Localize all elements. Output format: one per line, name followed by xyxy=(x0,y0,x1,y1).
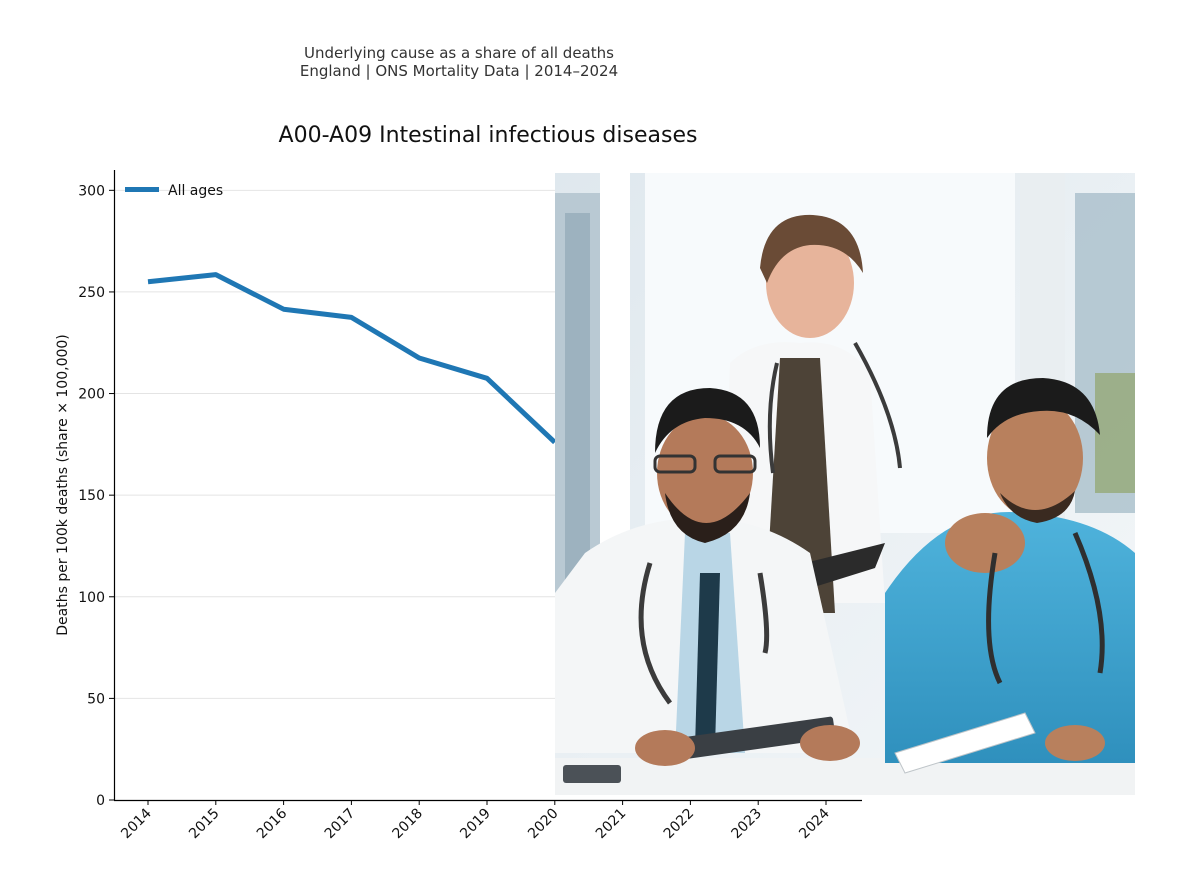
chart-title: A00-A09 Intestinal infectious diseases xyxy=(279,123,698,148)
x-tick-label-2015: 2015 xyxy=(186,806,223,843)
legend: All ages xyxy=(125,183,223,199)
x-tick-label-2023: 2023 xyxy=(729,806,766,843)
series-line-all-ages xyxy=(147,272,557,445)
legend-label-all-ages: All ages xyxy=(168,183,223,199)
x-tick-label-2021: 2021 xyxy=(593,806,630,843)
x-tick-label-2018: 2018 xyxy=(390,806,427,843)
x-tick-label-2016: 2016 xyxy=(254,805,291,842)
doctors-photo-illustration xyxy=(555,173,1135,795)
y-axis-label: Deaths per 100k deaths (share × 100,000) xyxy=(55,334,71,636)
y-tick-label-100: 100 xyxy=(78,590,105,606)
y-tick-label-200: 200 xyxy=(78,387,105,403)
x-tick-label-2024: 2024 xyxy=(796,805,833,842)
chart-suptitle-line-2: England | ONS Mortality Data | 2014–2024 xyxy=(300,62,618,80)
x-tick-label-2020: 2020 xyxy=(525,806,562,843)
x-tick-label-2014: 2014 xyxy=(118,805,155,842)
doctors-photo-overlay xyxy=(555,173,1135,795)
y-tick-label-150: 150 xyxy=(78,488,105,504)
series-layer xyxy=(147,272,557,445)
y-axis-ticks: 0 50 100 150 200 250 300 xyxy=(78,183,114,809)
x-axis-ticks: 2014 2015 2016 2017 2018 2019 2020 2021 2022 2023… xyxy=(118,800,833,842)
y-tick-label-50: 50 xyxy=(87,691,105,707)
chart-suptitle-line-1: Underlying cause as a share of all death… xyxy=(304,44,614,62)
y-tick-label-250: 250 xyxy=(78,285,105,301)
x-tick-label-2022: 2022 xyxy=(661,806,698,843)
x-tick-label-2019: 2019 xyxy=(457,806,494,843)
y-tick-label-0: 0 xyxy=(96,793,105,809)
x-tick-label-2017: 2017 xyxy=(322,806,359,843)
y-tick-label-300: 300 xyxy=(78,183,105,199)
